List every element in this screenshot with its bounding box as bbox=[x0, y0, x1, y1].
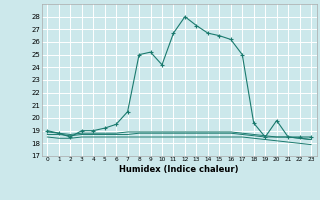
X-axis label: Humidex (Indice chaleur): Humidex (Indice chaleur) bbox=[119, 165, 239, 174]
